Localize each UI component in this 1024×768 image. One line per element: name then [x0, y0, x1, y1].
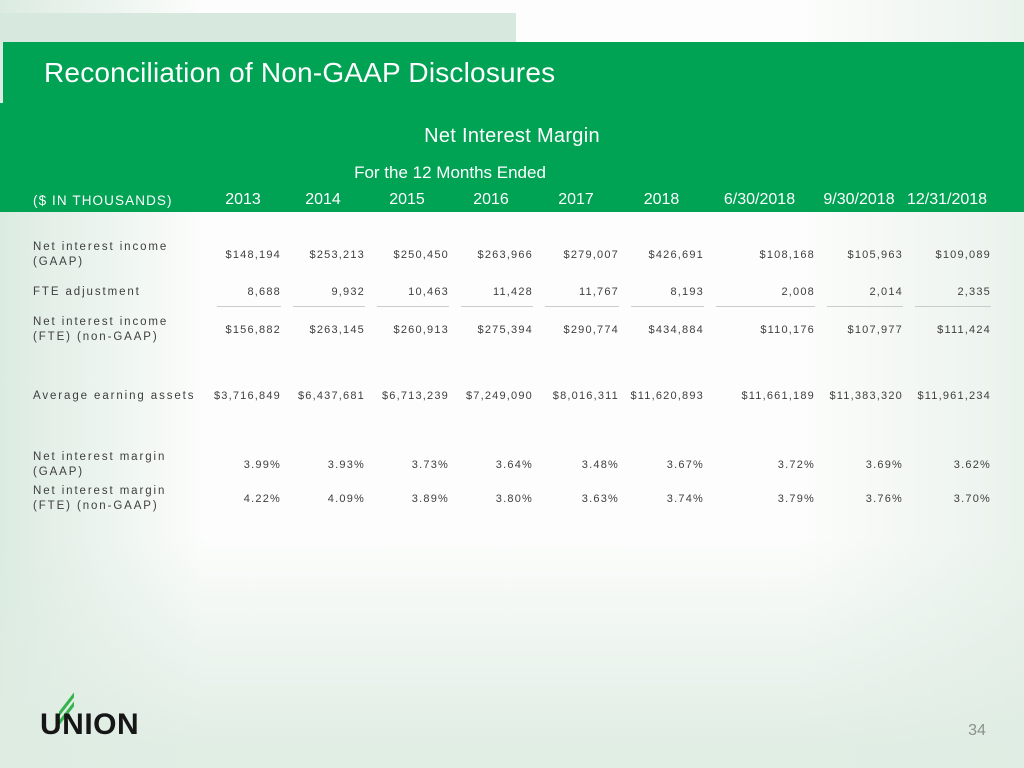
value-cell: $11,661,189	[741, 390, 815, 402]
table-row: Net interest margin (FTE) (non-GAAP) 4.22%…	[33, 483, 991, 515]
value-cell: 4.22%	[243, 493, 281, 505]
value-cell: 2,014	[869, 286, 903, 298]
value-cell: $107,977	[815, 306, 903, 346]
table-subtitle: For the 12 Months Ended	[354, 163, 546, 182]
value-cell: 3.93%	[327, 459, 365, 471]
value-cell: $290,774	[533, 306, 619, 346]
value-cell: 9,932	[331, 286, 365, 298]
value-cell: 3.70%	[953, 493, 991, 505]
table-title: Net Interest Margin	[424, 125, 600, 147]
value-cell: 3.72%	[777, 459, 815, 471]
reconciliation-table: Net interest income (GAAP) $148,194 $253,21…	[33, 212, 991, 542]
value-cell: 3.63%	[581, 493, 619, 505]
value-cell: 4.09%	[327, 493, 365, 505]
column-header: 2018	[643, 191, 680, 208]
title-bar: Reconciliation of Non-GAAP Disclosures	[3, 42, 1024, 103]
value-cell: 3.67%	[666, 459, 704, 471]
value-cell: 8,193	[670, 286, 704, 298]
value-cell: $3,716,849	[213, 390, 281, 402]
column-header: 2014	[305, 191, 341, 208]
value-cell: 8,688	[247, 286, 281, 298]
value-cell: $260,913	[365, 306, 449, 346]
value-cell: $11,961,234	[917, 390, 991, 402]
value-cell: $253,213	[309, 249, 365, 261]
value-cell: $148,194	[225, 249, 281, 261]
row-label: FTE adjustment	[33, 285, 141, 298]
value-cell: 3.89%	[411, 493, 449, 505]
column-header: 9/30/2018	[823, 191, 895, 208]
value-cell: 3.69%	[865, 459, 903, 471]
table-row: Average earning assets $3,716,849 $6,437,6…	[33, 388, 991, 404]
row-label: Net interest margin (GAAP)	[33, 451, 167, 478]
table-row: FTE adjustment 8,688 9,932 10,463 11,428 11,7…	[33, 284, 991, 300]
page-number: 34	[968, 722, 986, 739]
value-cell: $8,016,311	[552, 390, 619, 402]
table-row: Net interest income (FTE) (non-GAAP) $156,…	[33, 306, 991, 346]
union-logo: UNION	[40, 692, 160, 741]
value-cell: $108,168	[759, 249, 815, 261]
value-cell: $275,394	[449, 306, 533, 346]
column-header: 2016	[473, 191, 509, 208]
value-cell: 10,463	[408, 286, 449, 298]
value-cell: 2,335	[957, 286, 991, 298]
column-header: 2013	[225, 191, 261, 208]
value-cell: $111,424	[903, 306, 991, 346]
table-row: Net interest margin (GAAP) 3.99% 3.93% 3.73%…	[33, 449, 991, 481]
value-cell: $6,713,239	[381, 390, 449, 402]
unit-label: ($ IN THOUSANDS)	[33, 193, 173, 208]
value-cell: 11,767	[578, 286, 619, 298]
row-label: Net interest income (GAAP)	[33, 241, 169, 268]
table-header-band: Net Interest Margin For the 12 Months En…	[0, 103, 1024, 212]
slide-title: Reconciliation of Non-GAAP Disclosures	[44, 57, 556, 88]
column-header: 12/31/2018	[906, 191, 988, 208]
value-cell: $11,620,893	[630, 390, 704, 402]
value-cell: $426,691	[648, 249, 704, 261]
column-header: 2015	[389, 191, 425, 208]
logo-text: UNION	[40, 708, 140, 741]
value-cell: 3.73%	[411, 459, 449, 471]
value-cell: $110,176	[704, 306, 815, 346]
top-accent-strip	[0, 13, 516, 42]
value-cell: 3.79%	[777, 493, 815, 505]
value-cell: $156,882	[205, 306, 281, 346]
column-header: 2017	[558, 191, 594, 208]
value-cell: 3.64%	[495, 459, 533, 471]
column-header-row: ($ IN THOUSANDS) 2013 2014 2015 2016 2017 201…	[33, 186, 991, 210]
value-cell: $109,089	[935, 249, 991, 261]
value-cell: 3.80%	[495, 493, 533, 505]
row-label: Net interest income (FTE) (non-GAAP)	[33, 315, 169, 343]
value-cell: $250,450	[393, 249, 449, 261]
value-cell: $105,963	[847, 249, 903, 261]
value-cell: 3.48%	[581, 459, 619, 471]
value-cell: $6,437,681	[297, 390, 365, 402]
value-cell: $11,383,320	[829, 390, 903, 402]
value-cell: 3.74%	[666, 493, 704, 505]
value-cell: $7,249,090	[465, 390, 533, 402]
value-cell: 3.99%	[243, 459, 281, 471]
value-cell: $263,966	[477, 249, 533, 261]
value-cell: 11,428	[492, 286, 533, 298]
value-cell: 2,008	[781, 286, 815, 298]
row-label: Average earning assets	[33, 389, 196, 402]
value-cell: $434,884	[619, 306, 704, 346]
column-header: 6/30/2018	[723, 191, 796, 208]
value-cell: $263,145	[281, 306, 365, 346]
value-cell: 3.76%	[865, 493, 903, 505]
value-cell: 3.62%	[953, 459, 991, 471]
table-row: Net interest income (GAAP) $148,194 $253,21…	[33, 238, 991, 272]
row-label: Net interest margin (FTE) (non-GAAP)	[33, 485, 167, 512]
value-cell: $279,007	[563, 249, 619, 261]
